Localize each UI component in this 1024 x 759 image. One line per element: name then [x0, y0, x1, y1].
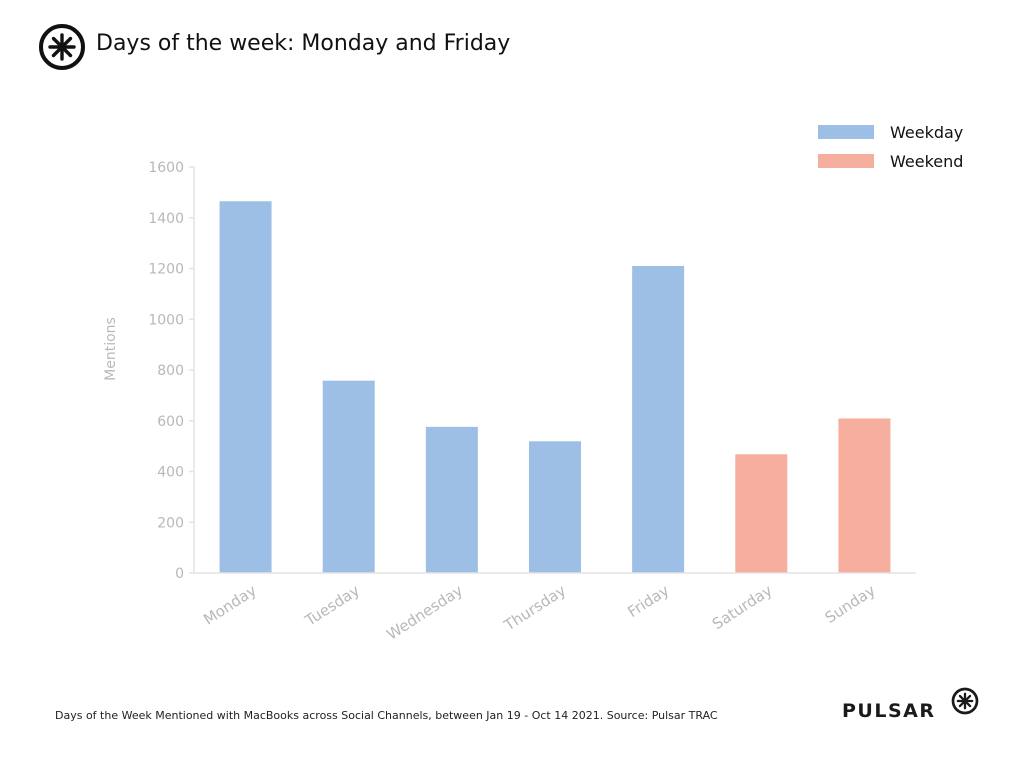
source-note: Days of the Week Mentioned with MacBooks… — [55, 709, 718, 722]
bar-friday — [632, 265, 685, 573]
legend-swatch-weekday — [818, 125, 874, 139]
brand-logo: PULSAR — [842, 686, 982, 726]
y-tick-label: 800 — [157, 363, 184, 379]
x-tick-label: Monday — [200, 581, 260, 628]
legend-label-weekend: Weekend — [890, 152, 963, 171]
legend-label-weekday: Weekday — [890, 123, 963, 142]
y-tick-label: 400 — [157, 465, 184, 481]
x-tick-label: Friday — [624, 581, 672, 621]
y-tick-label: 1200 — [148, 262, 184, 278]
x-tick-label: Wednesday — [383, 581, 466, 643]
x-tick-label: Saturday — [709, 581, 776, 633]
y-tick-label: 1600 — [148, 160, 184, 176]
brand-wordmark: PULSAR — [842, 700, 936, 722]
bar-monday — [219, 201, 272, 573]
bar-chart: Mentions 0 200 400 600 800 1000 1200 1400 1600 M… — [103, 123, 963, 644]
asterisk-circle-icon — [951, 687, 979, 715]
y-tick-label: 1000 — [148, 312, 184, 328]
y-tick-label: 200 — [157, 515, 184, 531]
y-tick-label: 600 — [157, 414, 184, 430]
asterisk-circle-icon — [39, 24, 85, 70]
x-tick-label: Tuesday — [301, 581, 363, 630]
bar-wednesday — [425, 426, 478, 573]
bar-saturday — [735, 454, 788, 573]
bar-tuesday — [322, 380, 375, 573]
x-tick-label: Sunday — [822, 581, 879, 627]
y-tick-label: 0 — [175, 566, 184, 582]
bar-thursday — [529, 441, 581, 573]
legend-swatch-weekend — [818, 154, 874, 168]
x-tick-label: Thursday — [500, 581, 569, 635]
y-axis-label: Mentions — [103, 317, 119, 381]
page-title: Days of the week: Monday and Friday — [96, 31, 511, 56]
bar-sunday — [838, 418, 891, 573]
y-tick-label: 1400 — [148, 211, 184, 227]
